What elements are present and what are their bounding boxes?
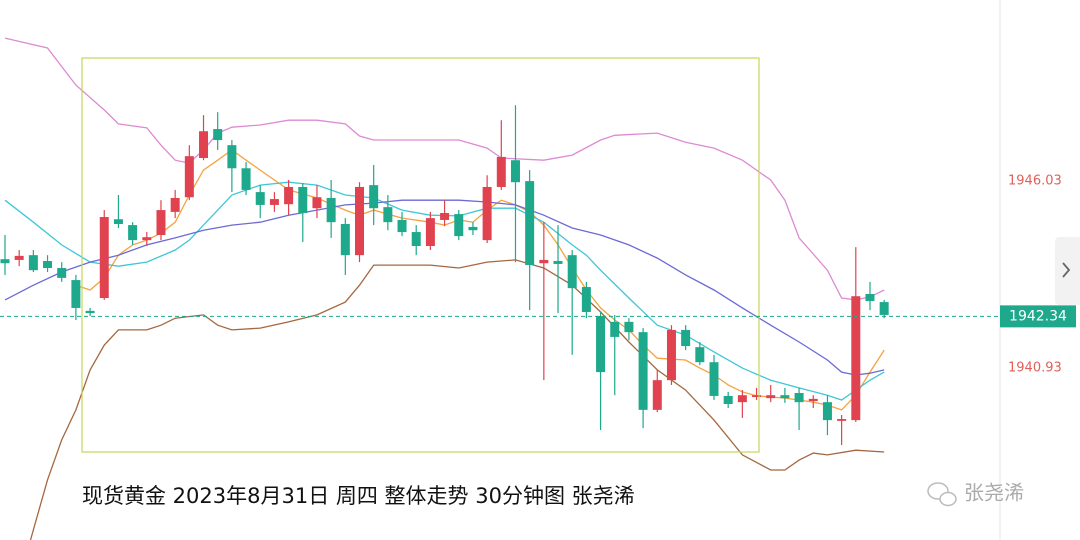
candle-body <box>156 210 166 235</box>
candle-body <box>227 145 237 169</box>
candle-body <box>369 185 379 209</box>
watermark: 张尧浠 <box>927 481 1024 507</box>
candle-body <box>284 186 294 205</box>
candle-body <box>652 380 662 410</box>
annotation: 现货黄金 2023年8月31日 周四 整体走势 30分钟图 张尧浠 <box>82 484 635 508</box>
scroll-button-icon[interactable] <box>1062 262 1071 278</box>
plot-area <box>0 37 889 540</box>
candle-body <box>440 212 450 220</box>
indicator-line <box>75 149 885 411</box>
candle-body <box>383 207 393 223</box>
candle-body <box>199 131 209 159</box>
y-tick-label: 1951.13 <box>1008 0 1062 2</box>
candle-body <box>851 296 861 421</box>
candle-body <box>28 255 38 271</box>
candle-body <box>128 225 138 241</box>
candle-body <box>269 199 279 205</box>
candle-body <box>85 310 95 314</box>
candle-body <box>681 329 691 347</box>
candle-body <box>468 226 478 231</box>
candle-body <box>808 398 818 402</box>
candle-body <box>766 395 776 399</box>
candle-body <box>213 129 223 141</box>
candle-body <box>355 186 364 256</box>
indicator-line <box>29 259 885 540</box>
candle-body <box>397 219 407 233</box>
candle-body <box>0 259 10 264</box>
last-price-tag <box>1000 305 1076 328</box>
candle-body <box>71 280 81 308</box>
candle-body <box>666 329 676 381</box>
candle-body <box>638 332 648 410</box>
candle-body <box>624 321 634 333</box>
candle-body <box>610 321 620 337</box>
candle-body <box>454 214 464 237</box>
candle-body <box>411 232 421 246</box>
candle-body <box>99 217 109 299</box>
candle-body <box>142 237 152 241</box>
candle-body <box>340 223 350 256</box>
watermark-icon <box>939 491 957 507</box>
candle-body <box>837 419 847 421</box>
candle-body <box>723 395 733 404</box>
candle-body <box>312 197 322 209</box>
candle-body <box>14 255 24 260</box>
candle-body <box>709 362 719 396</box>
candle-body <box>170 197 180 212</box>
y-tick-label: 1940.93 <box>1008 361 1062 376</box>
candle-body <box>241 168 251 190</box>
candle-body <box>581 287 591 312</box>
candle-body <box>865 294 875 301</box>
candle-body <box>425 218 435 246</box>
y-tick-label: 1946.03 <box>1008 174 1062 189</box>
indicator-line <box>4 37 885 301</box>
candle-body <box>737 395 747 403</box>
candle-body <box>553 261 563 264</box>
candle-body <box>596 316 606 373</box>
candle-body <box>510 160 520 183</box>
candle-body <box>822 402 832 421</box>
candle-body <box>43 261 53 268</box>
candle-body <box>539 259 549 264</box>
candle-body <box>794 392 804 403</box>
last-price-label: 1942.34 <box>1009 308 1067 324</box>
candle-body <box>695 347 705 363</box>
candle-body <box>255 192 265 205</box>
candle-body <box>496 156 506 187</box>
candle-body <box>780 395 790 399</box>
watermark-icon <box>927 482 949 500</box>
candle-body <box>184 156 194 198</box>
watermark-text: 张尧浠 <box>964 481 1024 505</box>
candle-body <box>57 267 67 278</box>
candle-body <box>567 255 577 289</box>
range-box <box>81 57 760 453</box>
scroll-button[interactable] <box>1055 237 1080 305</box>
candle-body <box>113 219 123 224</box>
candle-body <box>298 186 308 213</box>
candle-body <box>482 186 492 241</box>
candle-body <box>525 181 535 266</box>
candle-body <box>752 395 762 398</box>
candle-body <box>879 302 889 315</box>
candle-body <box>326 197 336 223</box>
